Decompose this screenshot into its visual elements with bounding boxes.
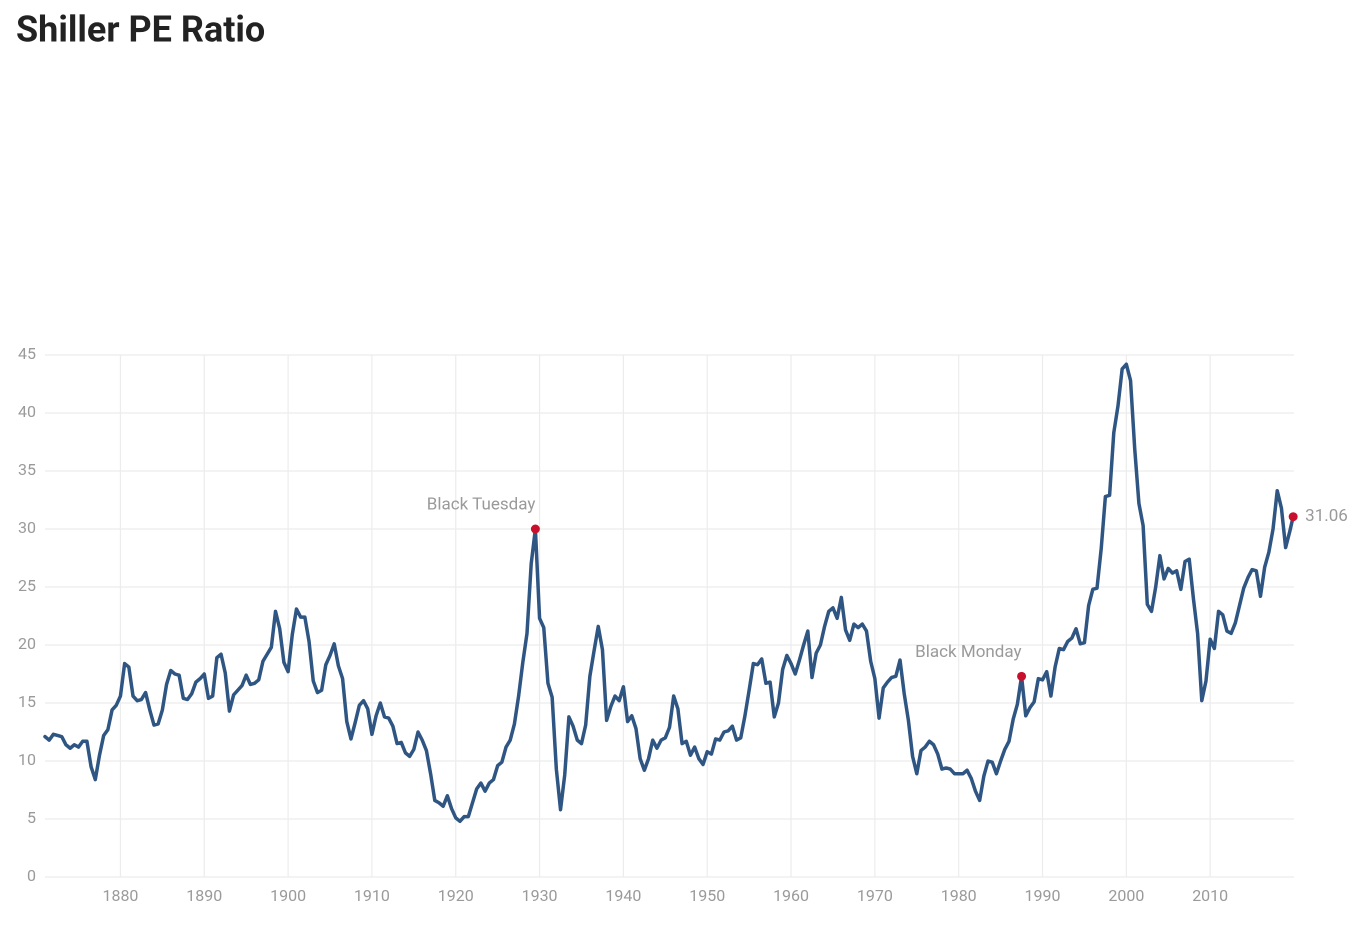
y-tick-label: 15 [18,692,36,711]
x-tick-label: 1990 [1025,886,1061,905]
y-tick-label: 30 [18,518,36,537]
x-tick-label: 2010 [1192,886,1228,905]
y-tick-label: 0 [27,866,36,885]
y-tick-label: 20 [18,634,36,653]
y-tick-label: 45 [18,344,36,363]
x-tick-label: 1910 [354,886,390,905]
x-tick-label: 1880 [102,886,138,905]
x-tick-label: 1930 [522,886,558,905]
x-tick-label: 1980 [941,886,977,905]
y-tick-label: 5 [27,808,36,827]
annotation-dot [1017,671,1027,681]
annotation-label: Black Tuesday [427,494,536,514]
y-tick-label: 25 [18,576,36,595]
annotation-dot [530,524,540,534]
x-tick-label: 1960 [773,886,809,905]
x-tick-label: 1900 [270,886,306,905]
x-tick-label: 1940 [605,886,641,905]
x-tick-label: 1950 [689,886,725,905]
annotation-label: 31.06 [1305,506,1348,526]
data-line [43,362,1295,824]
y-tick-label: 40 [18,402,36,421]
y-tick-label: 35 [18,460,36,479]
x-tick-label: 1920 [438,886,474,905]
y-tick-label: 10 [18,750,36,769]
x-tick-label: 1970 [857,886,893,905]
x-tick-label: 1890 [186,886,222,905]
annotation-label: Black Monday [915,642,1021,662]
chart-title: Shiller PE Ratio [16,9,265,51]
x-tick-label: 2000 [1108,886,1144,905]
annotation-dot [1288,512,1298,522]
